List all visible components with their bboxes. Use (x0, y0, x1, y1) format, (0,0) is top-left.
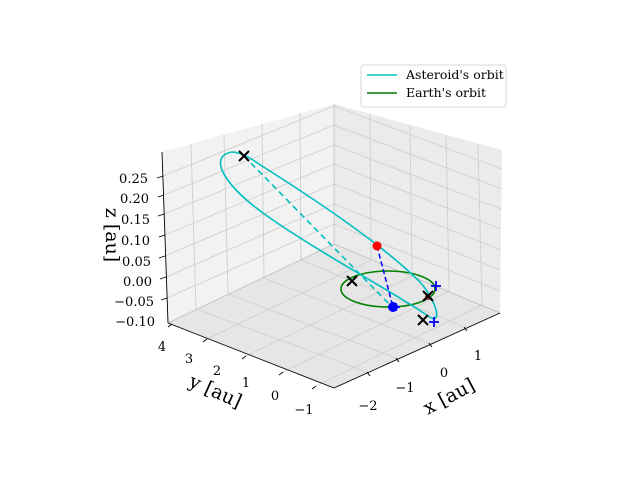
node-plus-marker (429, 317, 439, 327)
x-tick-label: 0 (440, 366, 448, 381)
z-tick-label: 0.00 (123, 275, 152, 290)
legend-label-asteroid: Asteroid's orbit (405, 67, 504, 82)
z-tick-label: −0.05 (114, 295, 154, 310)
x-axis-line (333, 312, 501, 389)
y-tick-labels: −1 0 1 2 3 4 (158, 340, 314, 418)
asteroid-orbit (219, 151, 438, 320)
plot-layer (219, 150, 441, 327)
node-plus-marker (431, 281, 441, 291)
axis-lines (161, 151, 501, 389)
aphelion-marker (238, 150, 250, 162)
z-axis-label: z [au] (101, 208, 123, 262)
z-axis-line (161, 151, 169, 324)
x-axis-label: x [au] (420, 374, 479, 419)
z-tick-label: 0.15 (121, 213, 150, 228)
x-tick-label: −2 (358, 399, 377, 414)
z-tick-label: 0.20 (120, 192, 149, 207)
node-marker (346, 275, 358, 287)
y-tick-label: 1 (242, 376, 250, 391)
y-axis-line (167, 322, 335, 389)
right-back-pane (334, 104, 502, 313)
z-tick-label: 0.05 (122, 255, 151, 270)
node-marker (422, 290, 434, 302)
y-tick-label: 3 (185, 352, 193, 367)
x-tick-labels: −2 −1 0 1 (358, 349, 482, 414)
projection-line (376, 245, 394, 308)
legend: Asteroid's orbit Earth's orbit (360, 64, 507, 108)
z-tick-label: −0.10 (115, 315, 155, 330)
tick-marks (156, 175, 468, 390)
z-tick-label: 0.10 (121, 234, 150, 249)
z-tick-label: 0.25 (119, 172, 148, 187)
perihelion-marker (417, 314, 429, 326)
z-tick-labels: −0.10 −0.05 0.00 0.05 0.10 0.15 0.20 0.2… (114, 172, 155, 330)
legend-label-earth: Earth's orbit (406, 85, 486, 100)
y-tick-label: 2 (213, 364, 221, 379)
x-tick-label: −1 (395, 381, 414, 396)
y-tick-label: 0 (271, 389, 279, 404)
legend-frame (360, 64, 507, 108)
y-tick-label: −1 (294, 403, 313, 418)
x-tick-label: 1 (474, 349, 482, 364)
current-position-marker (372, 241, 382, 251)
node-plus-marker (392, 303, 400, 311)
y-tick-label: 4 (158, 340, 166, 355)
asteroid-orbit-dashed (243, 155, 393, 308)
